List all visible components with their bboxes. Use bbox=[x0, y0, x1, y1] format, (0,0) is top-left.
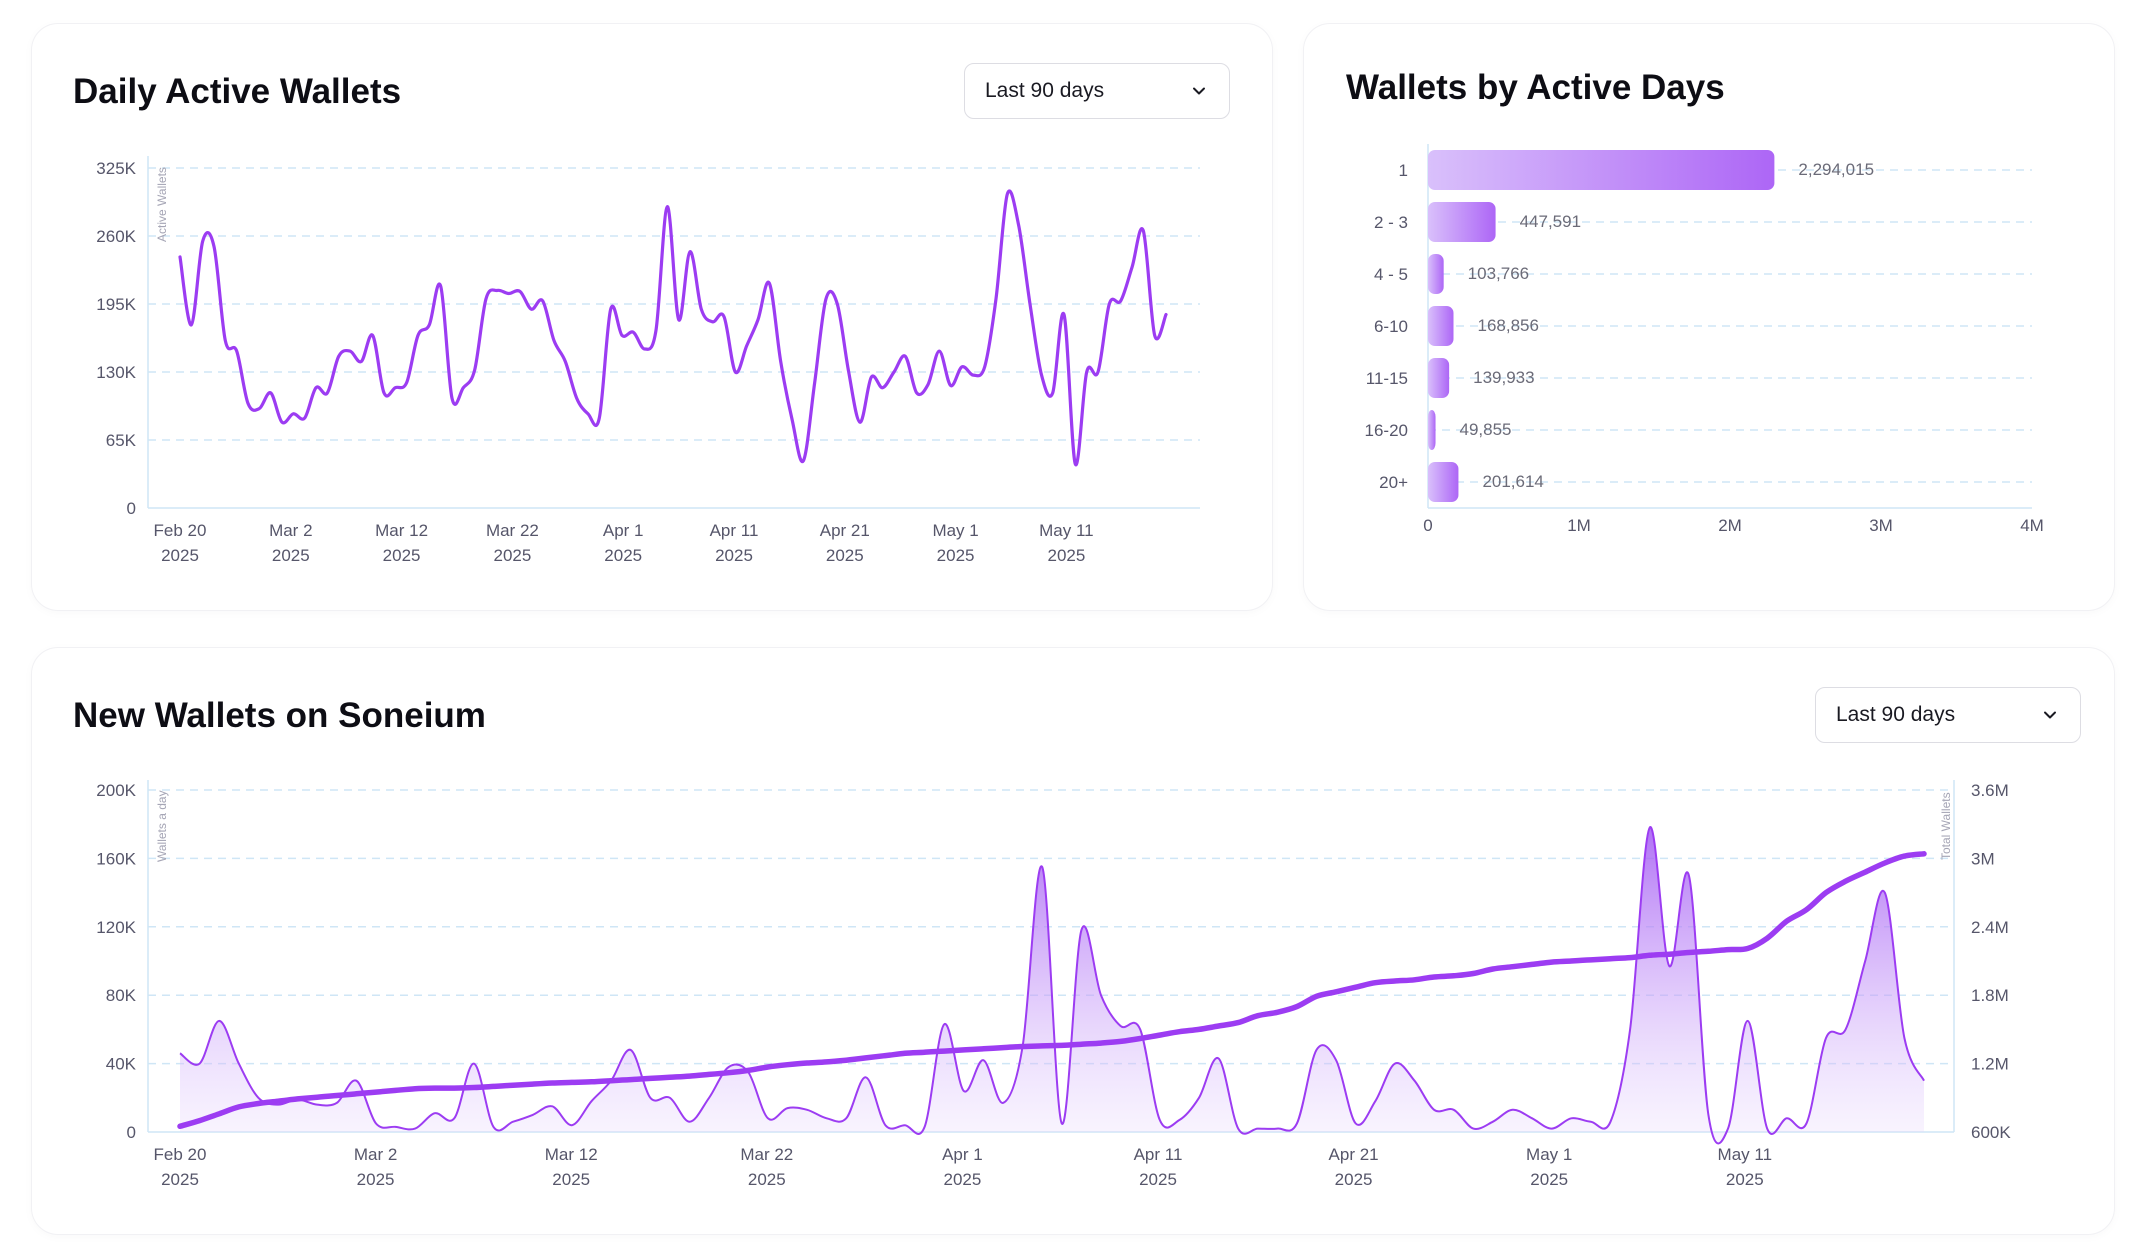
x-tick-year-label: 2025 bbox=[1335, 1170, 1373, 1189]
y-tick-label: 0 bbox=[127, 499, 136, 518]
x-tick-label: Apr 21 bbox=[820, 521, 870, 540]
daily-active-wallets-title: Daily Active Wallets bbox=[73, 72, 402, 111]
bar-value-label: 447,591 bbox=[1520, 212, 1581, 231]
x-tick-label: Apr 21 bbox=[1329, 1145, 1379, 1164]
x-tick-label: Mar 22 bbox=[740, 1145, 793, 1164]
y-tick-label: 200K bbox=[96, 781, 136, 800]
y-tick-label: 120K bbox=[96, 918, 136, 937]
y-tick-label: 325K bbox=[96, 159, 136, 178]
x-tick-year-label: 2025 bbox=[748, 1170, 786, 1189]
x-tick-label: Mar 2 bbox=[269, 521, 312, 540]
bar bbox=[1428, 358, 1450, 398]
x-tick-year-label: 2025 bbox=[272, 546, 310, 565]
y-tick-label: 2 - 3 bbox=[1374, 213, 1408, 232]
x-tick-label: 0 bbox=[1423, 516, 1432, 535]
new-wallets-title: New Wallets on Soneium bbox=[73, 696, 486, 735]
chevron-down-icon bbox=[2040, 705, 2060, 725]
y-axis-title: Wallets a day bbox=[155, 790, 169, 862]
daily-active-range-dropdown[interactable]: Last 90 days bbox=[964, 63, 1230, 119]
bar-value-label: 168,856 bbox=[1477, 316, 1538, 335]
y-right-tick-label: 2.4M bbox=[1971, 918, 2009, 937]
daily-new-wallets-area bbox=[180, 827, 1924, 1144]
x-tick-label: May 1 bbox=[932, 521, 978, 540]
y-right-tick-label: 1.2M bbox=[1971, 1055, 2009, 1074]
x-tick-year-label: 2025 bbox=[826, 546, 864, 565]
x-tick-label: 3M bbox=[1869, 516, 1893, 535]
x-tick-year-label: 2025 bbox=[1047, 546, 1085, 565]
x-tick-year-label: 2025 bbox=[1726, 1170, 1764, 1189]
x-tick-label: Mar 2 bbox=[354, 1145, 397, 1164]
bar-value-label: 49,855 bbox=[1460, 420, 1512, 439]
x-tick-year-label: 2025 bbox=[604, 546, 642, 565]
x-tick-label: 2M bbox=[1718, 516, 1742, 535]
bar bbox=[1428, 306, 1454, 346]
x-tick-label: Mar 22 bbox=[486, 521, 539, 540]
y-right-tick-label: 3.6M bbox=[1971, 781, 2009, 800]
bar-value-label: 201,614 bbox=[1482, 472, 1543, 491]
x-tick-label: 1M bbox=[1567, 516, 1591, 535]
x-tick-year-label: 2025 bbox=[552, 1170, 590, 1189]
x-tick-year-label: 2025 bbox=[161, 1170, 199, 1189]
y-tick-label: 260K bbox=[96, 227, 136, 246]
bar bbox=[1428, 254, 1444, 294]
y-tick-label: 16-20 bbox=[1365, 421, 1408, 440]
bar-value-label: 2,294,015 bbox=[1798, 160, 1874, 179]
y-tick-label: 195K bbox=[96, 295, 136, 314]
y-tick-label: 11-15 bbox=[1366, 369, 1408, 388]
y-tick-label: 0 bbox=[127, 1123, 136, 1142]
x-tick-year-label: 2025 bbox=[357, 1170, 395, 1189]
x-tick-year-label: 2025 bbox=[937, 546, 975, 565]
y-axis-title: Active Wallets bbox=[155, 167, 169, 242]
y-tick-label: 6-10 bbox=[1374, 317, 1408, 336]
y-tick-label: 80K bbox=[106, 986, 137, 1005]
x-tick-year-label: 2025 bbox=[715, 546, 753, 565]
y-tick-label: 130K bbox=[96, 363, 136, 382]
y-tick-label: 20+ bbox=[1379, 473, 1408, 492]
x-tick-label: May 1 bbox=[1526, 1145, 1572, 1164]
y-right-tick-label: 1.8M bbox=[1971, 986, 2009, 1005]
y-tick-label: 40K bbox=[106, 1055, 137, 1074]
wallets-by-active-days-title: Wallets by Active Days bbox=[1346, 68, 1725, 107]
x-tick-year-label: 2025 bbox=[493, 546, 531, 565]
y-tick-label: 1 bbox=[1399, 161, 1408, 180]
y-right-tick-label: 3M bbox=[1971, 849, 1995, 868]
x-tick-year-label: 2025 bbox=[383, 546, 421, 565]
x-tick-label: May 11 bbox=[1718, 1145, 1773, 1164]
daily-new-wallets-line bbox=[179, 826, 1925, 1145]
daily-active-range-label: Last 90 days bbox=[985, 79, 1105, 102]
x-tick-label: Mar 12 bbox=[375, 521, 428, 540]
bar bbox=[1428, 462, 1459, 502]
bar bbox=[1428, 410, 1436, 450]
x-tick-year-label: 2025 bbox=[1530, 1170, 1568, 1189]
bar bbox=[1428, 150, 1775, 190]
x-tick-label: May 11 bbox=[1039, 521, 1094, 540]
x-tick-year-label: 2025 bbox=[161, 546, 199, 565]
y-tick-label: 4 - 5 bbox=[1374, 265, 1408, 284]
y-right-tick-label: 600K bbox=[1971, 1123, 2011, 1142]
x-tick-year-label: 2025 bbox=[943, 1170, 981, 1189]
bar-value-label: 139,933 bbox=[1473, 368, 1534, 387]
x-tick-label: Feb 20 bbox=[154, 521, 207, 540]
y-tick-label: 65K bbox=[106, 431, 137, 450]
new-wallets-range-label: Last 90 days bbox=[1836, 703, 1956, 726]
x-tick-label: Apr 1 bbox=[942, 1145, 983, 1164]
y-tick-label: 160K bbox=[96, 849, 136, 868]
x-tick-year-label: 2025 bbox=[1139, 1170, 1177, 1189]
y-axis-right-title: Total Wallets bbox=[1939, 792, 1953, 860]
x-tick-label: Apr 11 bbox=[710, 521, 759, 540]
bar bbox=[1428, 202, 1496, 242]
x-tick-label: Feb 20 bbox=[154, 1145, 207, 1164]
new-wallets-range-dropdown[interactable]: Last 90 days bbox=[1815, 687, 2081, 743]
total-wallets-line bbox=[177, 851, 1927, 1130]
x-tick-label: Mar 12 bbox=[545, 1145, 598, 1164]
x-tick-label: 4M bbox=[2020, 516, 2044, 535]
x-tick-label: Apr 1 bbox=[603, 521, 644, 540]
chevron-down-icon bbox=[1189, 81, 1209, 101]
bar-value-label: 103,766 bbox=[1468, 264, 1529, 283]
x-tick-label: Apr 11 bbox=[1134, 1145, 1183, 1164]
daily-active-line bbox=[178, 189, 1168, 467]
